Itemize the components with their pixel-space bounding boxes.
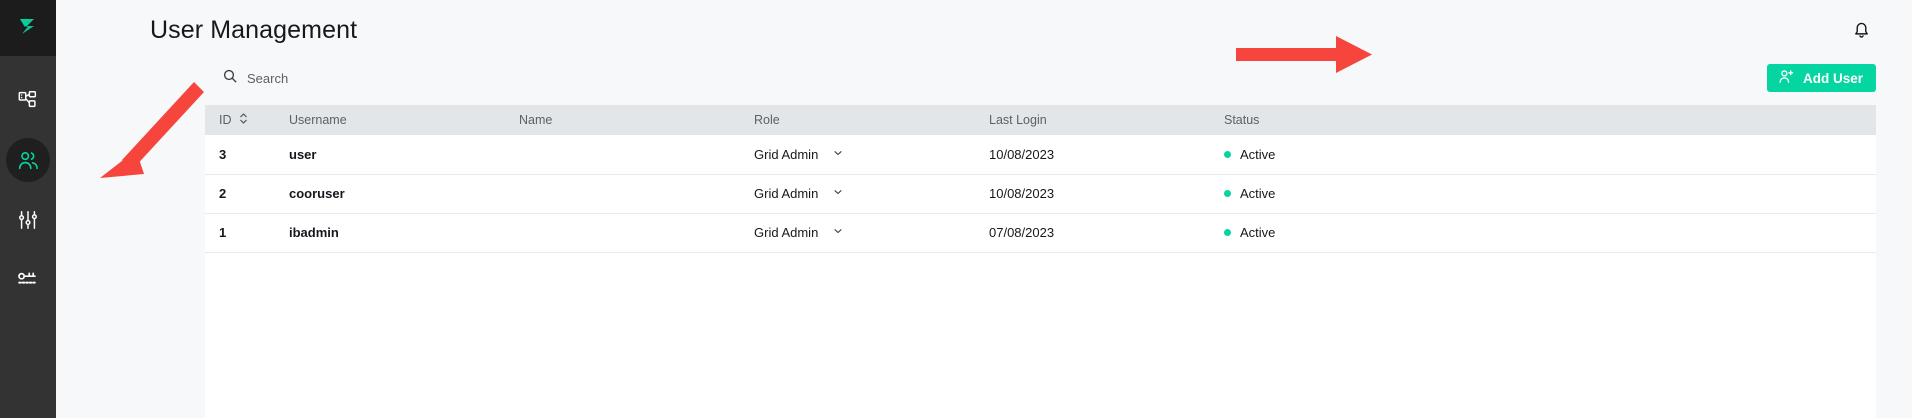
cell-last-login: 10/08/2023 (975, 135, 1210, 175)
cell-status: Active (1210, 213, 1876, 253)
cell-username: ibadmin (275, 213, 505, 253)
role-value: Grid Admin (754, 225, 819, 240)
cell-last-login: 10/08/2023 (975, 174, 1210, 214)
cell-last-login: 07/08/2023 (975, 213, 1210, 253)
status-label: Active (1240, 225, 1276, 240)
table-body: 3 user Grid Admin (205, 135, 1876, 253)
status-badge: Active (1224, 225, 1876, 240)
role-dropdown[interactable]: Grid Admin (754, 147, 975, 162)
app-logo[interactable] (0, 0, 56, 56)
sidebar-nav-items (0, 56, 56, 318)
search-icon (222, 68, 238, 89)
column-header-username[interactable]: Username (275, 105, 505, 135)
cell-status: Active (1210, 174, 1876, 214)
status-dot-icon (1224, 229, 1231, 236)
cell-name (505, 213, 740, 253)
page-topbar: User Management (56, 0, 1912, 56)
sidebar (0, 0, 56, 418)
add-user-label: Add User (1802, 70, 1863, 86)
column-header-id-label: ID (219, 113, 232, 127)
cell-name (505, 135, 740, 175)
role-value: Grid Admin (754, 146, 819, 162)
network-topology-icon (17, 89, 39, 111)
chevron-down-icon (832, 225, 844, 240)
status-dot-icon (1224, 190, 1231, 197)
cell-username: user (275, 135, 505, 175)
chevron-down-icon (832, 147, 844, 162)
users-icon (17, 149, 40, 172)
status-dot-icon (1224, 150, 1231, 158)
role-dropdown[interactable]: Grid Admin (754, 186, 975, 201)
users-table: ID Username Name Role (205, 105, 1876, 253)
sidebar-item-users[interactable] (6, 138, 50, 182)
sidebar-item-credentials[interactable] (6, 258, 50, 302)
notifications-button[interactable] (1846, 17, 1876, 47)
search-placeholder: Search (247, 70, 289, 86)
role-value: Grid Admin (754, 186, 819, 201)
user-plus-icon (1778, 68, 1795, 88)
status-label: Active (1240, 186, 1276, 201)
table-row[interactable]: 1 ibadmin Grid Admin (205, 213, 1876, 253)
brand-chevron-logo-icon (15, 13, 41, 44)
role-dropdown[interactable]: Grid Admin (754, 225, 975, 240)
sidebar-item-topology[interactable] (6, 78, 50, 122)
column-header-role[interactable]: Role (740, 105, 975, 135)
cell-status: Active (1210, 135, 1876, 175)
table-row[interactable]: 2 cooruser Grid Admin (205, 174, 1876, 214)
search-input[interactable]: Search (150, 64, 288, 92)
bell-icon (1851, 19, 1872, 45)
cell-id: 3 (205, 135, 275, 175)
add-user-button[interactable]: Add User (1766, 64, 1876, 92)
cell-name (505, 174, 740, 214)
cell-id: 1 (205, 213, 275, 253)
status-badge: Active (1224, 147, 1876, 162)
status-badge: Active (1224, 186, 1876, 201)
table-header-row: ID Username Name Role (205, 105, 1876, 135)
sort-arrows-icon[interactable] (239, 111, 248, 129)
chevron-down-icon (832, 186, 844, 201)
column-header-status[interactable]: Status (1210, 105, 1876, 135)
cell-role: Grid Admin (740, 135, 975, 175)
status-label: Active (1240, 146, 1276, 162)
table-header: ID Username Name Role (205, 105, 1876, 135)
cell-id: 2 (205, 174, 275, 214)
users-table-container: ID Username Name Role (205, 105, 1876, 418)
cell-username: cooruser (275, 174, 505, 214)
column-header-name[interactable]: Name (505, 105, 740, 135)
table-row[interactable]: 3 user Grid Admin (205, 135, 1876, 175)
column-header-id[interactable]: ID (205, 105, 275, 135)
main-content: User Management Search (56, 0, 1912, 418)
cell-role: Grid Admin (740, 213, 975, 253)
cell-role: Grid Admin (740, 174, 975, 214)
sidebar-item-settings[interactable] (6, 198, 50, 242)
key-icon (16, 268, 40, 292)
column-header-last-login[interactable]: Last Login (975, 105, 1210, 135)
sliders-icon (17, 209, 39, 231)
page-toolbar: Search Add User (56, 60, 1912, 96)
page-title: User Management (150, 16, 358, 44)
